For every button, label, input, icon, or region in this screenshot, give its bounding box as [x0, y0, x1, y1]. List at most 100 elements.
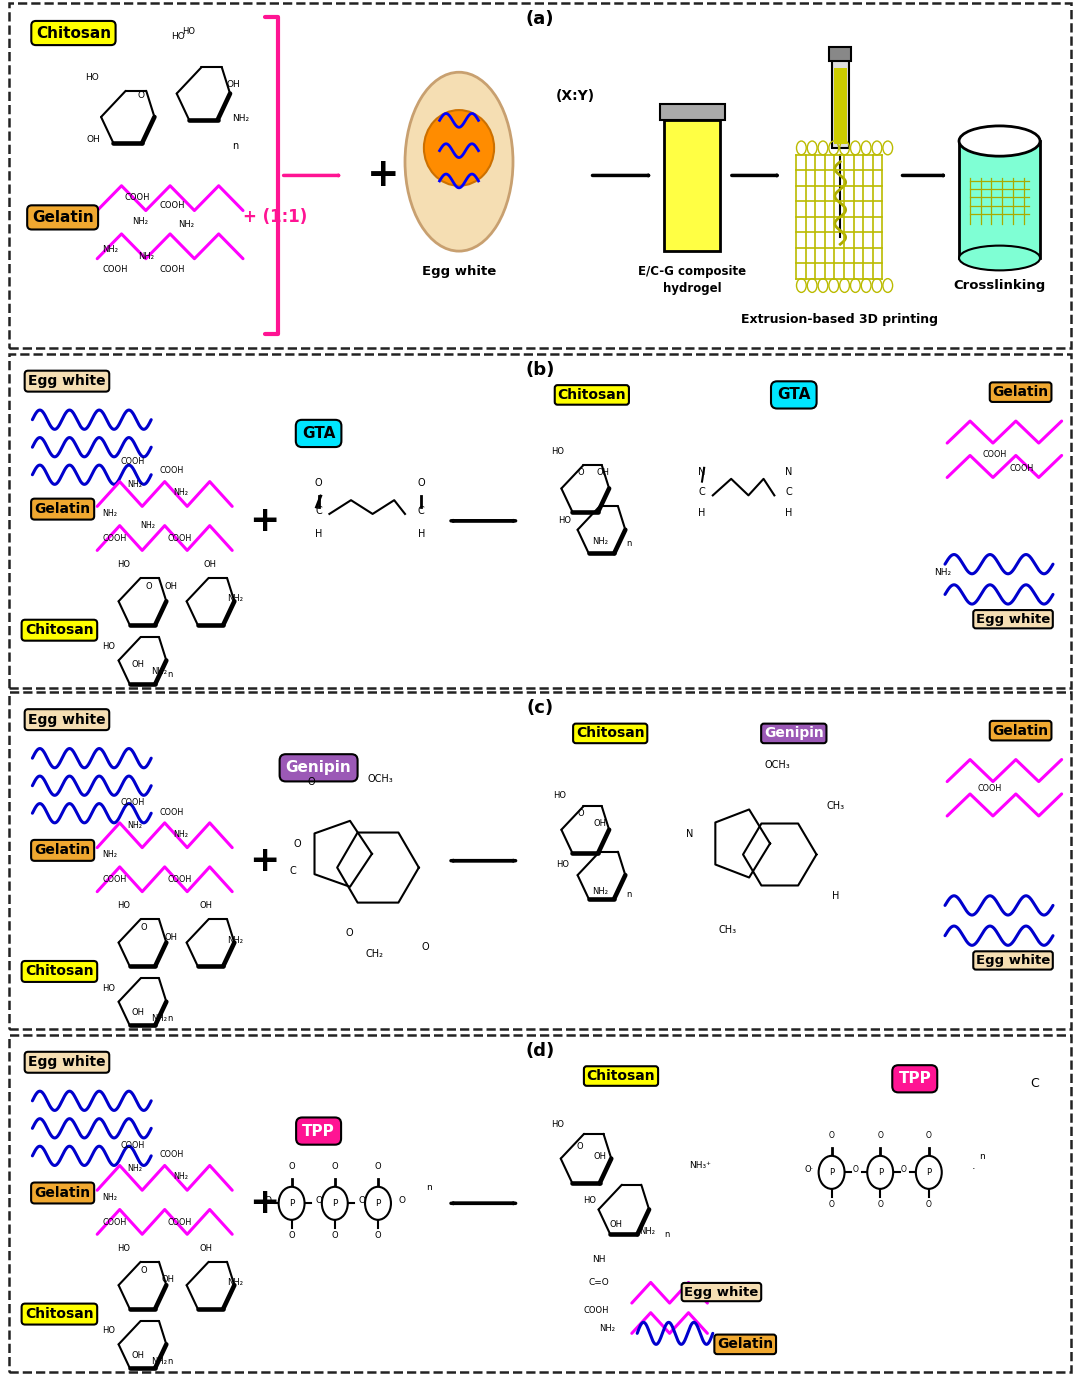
- Text: NH₂: NH₂: [232, 114, 249, 122]
- Text: n: n: [626, 890, 632, 899]
- Text: O: O: [314, 479, 323, 488]
- Text: HO: HO: [551, 447, 564, 455]
- Text: Gelatin: Gelatin: [993, 385, 1049, 399]
- Text: HO: HO: [103, 643, 116, 651]
- Text: C: C: [785, 487, 792, 497]
- Text: O: O: [421, 943, 429, 952]
- Text: COOH: COOH: [121, 1141, 145, 1149]
- Text: Gelatin: Gelatin: [35, 502, 91, 516]
- Text: OH: OH: [164, 582, 177, 590]
- Text: Chitosan: Chitosan: [586, 1069, 656, 1083]
- Text: C: C: [1030, 1077, 1039, 1090]
- Text: OH: OH: [203, 560, 216, 568]
- Text: H: H: [699, 508, 705, 517]
- Text: H: H: [315, 530, 322, 539]
- Text: P: P: [289, 1198, 294, 1208]
- Text: +: +: [249, 1186, 280, 1221]
- Text: Gelatin: Gelatin: [35, 1186, 91, 1200]
- Text: COOH: COOH: [160, 201, 186, 209]
- Text: TPP: TPP: [302, 1124, 335, 1138]
- Text: OCH₃: OCH₃: [765, 760, 791, 769]
- Text: O: O: [577, 1142, 583, 1150]
- Text: Chitosan: Chitosan: [25, 1307, 94, 1321]
- Text: COOH: COOH: [160, 266, 186, 274]
- Text: n: n: [232, 140, 239, 150]
- Text: NH₂: NH₂: [592, 888, 608, 896]
- Text: C: C: [289, 867, 296, 877]
- Text: O: O: [399, 1196, 405, 1205]
- FancyBboxPatch shape: [664, 121, 720, 250]
- Text: O: O: [901, 1165, 907, 1174]
- Text: NH₂: NH₂: [138, 252, 154, 260]
- Text: NH₂: NH₂: [227, 1278, 243, 1287]
- Text: O: O: [138, 91, 145, 99]
- Text: C: C: [315, 506, 322, 516]
- Text: n: n: [980, 1152, 985, 1160]
- FancyBboxPatch shape: [834, 67, 847, 143]
- Text: NH₂: NH₂: [151, 1357, 167, 1365]
- Circle shape: [365, 1186, 391, 1221]
- Text: HO: HO: [103, 984, 116, 992]
- Text: NH₂: NH₂: [103, 850, 118, 859]
- Text: COOH: COOH: [103, 266, 129, 274]
- Text: HO: HO: [183, 28, 195, 36]
- Text: (X:Y): (X:Y): [556, 89, 595, 103]
- Text: O: O: [877, 1131, 883, 1139]
- Text: COOH: COOH: [124, 193, 150, 201]
- Text: COOH: COOH: [167, 875, 191, 883]
- Text: OH: OH: [164, 933, 177, 941]
- Text: Extrusion-based 3D printing: Extrusion-based 3D printing: [741, 314, 937, 326]
- Text: O: O: [346, 929, 353, 938]
- Text: OH: OH: [132, 660, 145, 669]
- Text: COOH: COOH: [977, 784, 1001, 793]
- Text: P: P: [333, 1198, 337, 1208]
- Text: NH₂: NH₂: [934, 568, 951, 577]
- Text: NH₂: NH₂: [592, 537, 608, 545]
- Text: COOH: COOH: [167, 534, 191, 542]
- Text: NH₂: NH₂: [173, 830, 188, 838]
- Text: NH₂: NH₂: [227, 594, 243, 603]
- Text: Egg white: Egg white: [976, 612, 1050, 626]
- Text: O·: O·: [805, 1165, 814, 1174]
- Text: CH₂: CH₂: [365, 949, 383, 959]
- Text: O: O: [146, 582, 152, 590]
- Text: NH₂: NH₂: [639, 1227, 656, 1236]
- Text: O: O: [288, 1230, 295, 1240]
- Text: GTA: GTA: [778, 388, 810, 402]
- Text: COOH: COOH: [121, 798, 145, 806]
- Text: Egg white: Egg white: [28, 1055, 106, 1069]
- Text: OH: OH: [162, 1276, 175, 1284]
- Text: CH₃: CH₃: [826, 801, 845, 810]
- FancyBboxPatch shape: [959, 142, 1040, 259]
- Circle shape: [867, 1156, 893, 1189]
- Text: COOH: COOH: [167, 1218, 191, 1226]
- Ellipse shape: [959, 127, 1040, 155]
- Text: NH₂: NH₂: [127, 821, 143, 830]
- Text: +: +: [367, 157, 400, 194]
- Text: E/C-G composite
hydrogel: E/C-G composite hydrogel: [638, 266, 746, 294]
- Text: COOH: COOH: [121, 457, 145, 465]
- Text: OH: OH: [596, 468, 609, 476]
- Text: Egg white: Egg white: [976, 954, 1050, 967]
- Text: NH₂: NH₂: [127, 480, 143, 488]
- Text: NH₂: NH₂: [103, 509, 118, 517]
- Text: HO: HO: [85, 73, 98, 81]
- Text: COOH: COOH: [160, 808, 184, 816]
- Text: NH₂: NH₂: [178, 220, 194, 228]
- Bar: [9, 1035, 1071, 1372]
- Text: Egg white: Egg white: [422, 264, 496, 278]
- Text: n: n: [167, 1357, 173, 1365]
- Text: NH₂: NH₂: [173, 1172, 188, 1181]
- Circle shape: [322, 1186, 348, 1221]
- Text: P: P: [927, 1168, 931, 1176]
- Text: HO: HO: [583, 1196, 596, 1204]
- Ellipse shape: [959, 245, 1040, 270]
- Ellipse shape: [405, 72, 513, 250]
- Text: NH₂: NH₂: [599, 1324, 616, 1332]
- FancyBboxPatch shape: [829, 47, 851, 61]
- Text: +: +: [249, 504, 280, 538]
- Text: COOH: COOH: [103, 534, 126, 542]
- Text: HO: HO: [103, 1326, 116, 1335]
- Text: NH₂: NH₂: [103, 245, 119, 253]
- Text: COOH: COOH: [583, 1306, 609, 1314]
